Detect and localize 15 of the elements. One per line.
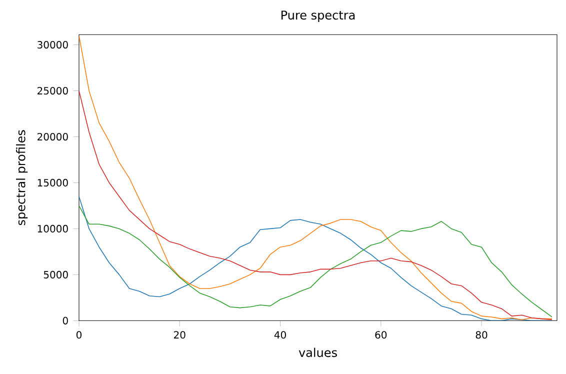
y-tick-label: 10000 [38, 224, 68, 232]
y-axis-title: spectral profiles [16, 130, 28, 226]
x-tick-label: 40 [274, 331, 286, 339]
y-tick-label: 0 [62, 316, 68, 324]
x-tick-label: 80 [476, 331, 488, 339]
y-tick-label: 20000 [38, 132, 68, 141]
y-tick-label: 25000 [38, 86, 68, 95]
x-axis-title: values [298, 348, 337, 358]
y-tick-label: 30000 [38, 40, 68, 49]
x-tick-label: 60 [375, 331, 387, 339]
chart-title: Pure spectra [282, 10, 355, 22]
y-tick-label: 15000 [38, 178, 68, 187]
x-tick-label: 20 [174, 331, 186, 339]
x-tick-label: 0 [76, 331, 82, 339]
y-tick-label: 5000 [44, 270, 68, 278]
